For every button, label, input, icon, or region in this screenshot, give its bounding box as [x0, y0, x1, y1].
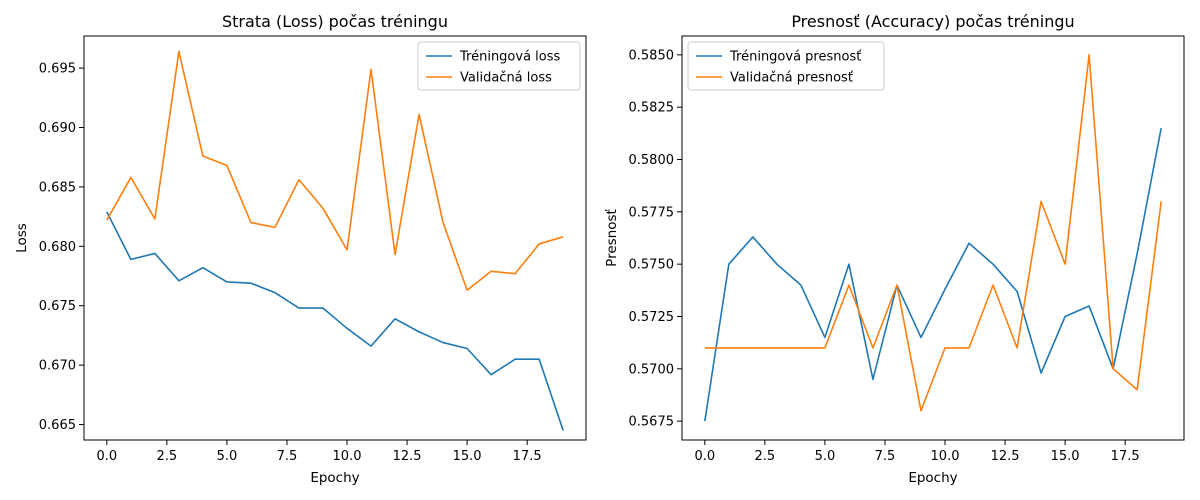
- y-tick-label: 0.680: [39, 240, 76, 255]
- y-tick-label: 0.5850: [629, 48, 675, 63]
- chart-panel-1: Strata (Loss) počas tréningu 0.0 2.5 5.0 7.5…: [14, 12, 587, 486]
- y-tick-label: 0.5775: [629, 205, 675, 220]
- x-tick-label: 12.5: [393, 449, 422, 464]
- y-tick-label: 0.675: [39, 299, 76, 314]
- x-axis-label: Epochy: [908, 470, 957, 486]
- legend-box: [417, 41, 581, 91]
- x-tick-label: 2.5: [157, 449, 178, 464]
- x-tick-label: 7.5: [875, 449, 896, 464]
- x-tick-label: 0.0: [96, 449, 117, 464]
- series-line-1: [704, 127, 1162, 422]
- y-tick-label: 0.5800: [629, 153, 675, 168]
- chart-title: Strata (Loss) počas tréningu: [222, 12, 448, 31]
- x-tick-label: 5.0: [815, 449, 836, 464]
- x-tick-label: 17.5: [1111, 449, 1140, 464]
- x-axis-label: Epochy: [310, 470, 359, 486]
- legend-label: Tréningová presnosť: [729, 50, 861, 65]
- x-tick-label: 2.5: [755, 449, 776, 464]
- y-tick-label: 0.5825: [629, 101, 675, 116]
- legend: Tréningová presnosť Validačná presnosť: [687, 41, 885, 91]
- legend-label: Tréningová loss: [459, 50, 561, 65]
- y-tick-label: 0.695: [39, 62, 76, 77]
- x-tick-label: 17.5: [513, 449, 542, 464]
- x-tick-label: 12.5: [991, 449, 1020, 464]
- chart-panel-2: Presnosť (Accuracy) počas tréningu 0.0 2.5…: [604, 12, 1185, 486]
- x-tick-label: 10.0: [333, 449, 362, 464]
- x-tick-label: 7.5: [277, 449, 298, 464]
- series-line-1: [106, 211, 564, 431]
- series-line-2: [704, 54, 1162, 412]
- y-tick-label: 0.5675: [629, 415, 675, 430]
- x-tick-label: 15.0: [453, 449, 482, 464]
- x-tick-label: 15.0: [1051, 449, 1080, 464]
- y-tick-label: 0.665: [39, 418, 76, 433]
- y-tick-label: 0.685: [39, 180, 76, 195]
- plot-frame: [83, 35, 587, 441]
- y-tick-label: 0.5700: [629, 362, 675, 377]
- plot-frame: [681, 35, 1185, 441]
- chart-title: Presnosť (Accuracy) počas tréningu: [791, 12, 1074, 31]
- x-tick-label: 10.0: [931, 449, 960, 464]
- y-tick-label: 0.670: [39, 359, 76, 374]
- legend-label: Validačná loss: [460, 71, 552, 86]
- y-tick-label: 0.5725: [629, 310, 675, 325]
- legend: Tréningová loss Validačná loss: [417, 41, 581, 91]
- y-axis-label: Presnosť: [604, 208, 620, 266]
- y-axis-label: Loss: [14, 223, 30, 253]
- y-tick-label: 0.690: [39, 121, 76, 136]
- x-tick-label: 5.0: [217, 449, 238, 464]
- legend-box: [687, 41, 885, 91]
- legend-label: Validačná presnosť: [730, 71, 853, 86]
- x-tick-label: 0.0: [694, 449, 715, 464]
- y-tick-label: 0.5750: [629, 258, 675, 273]
- series-line-2: [106, 50, 564, 292]
